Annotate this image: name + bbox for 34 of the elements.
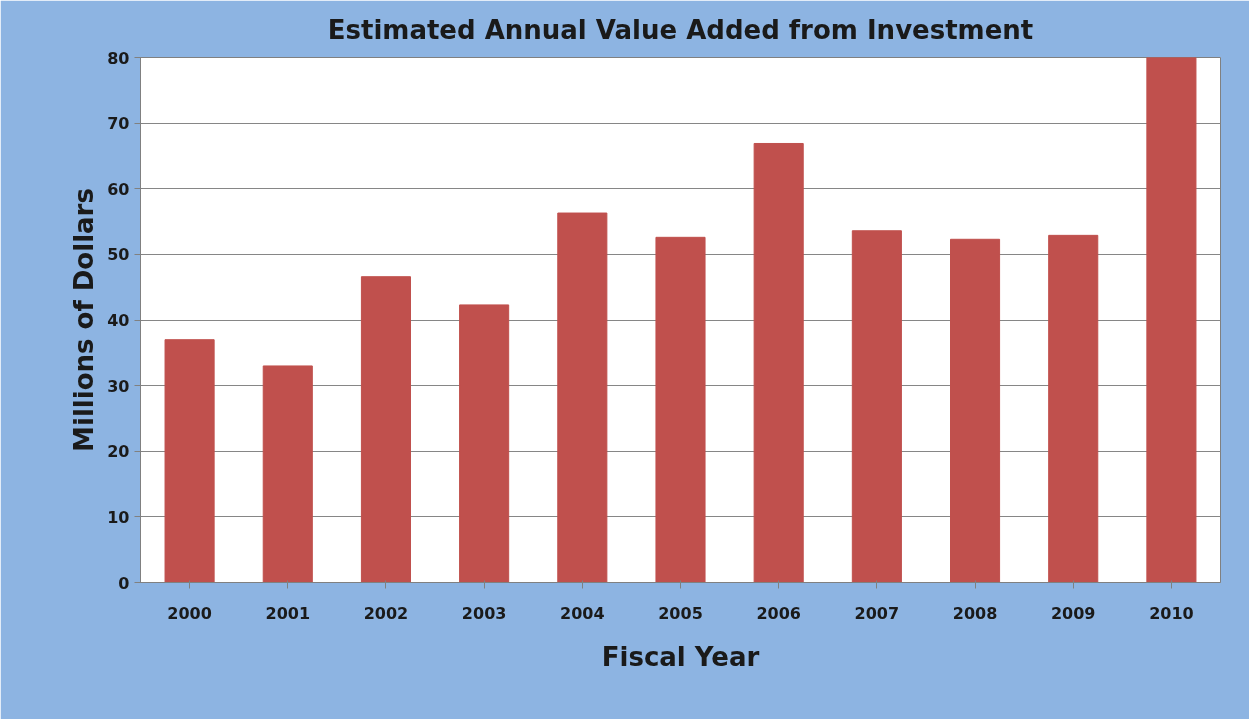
x-tick-label: 2003 [461, 603, 507, 623]
bar [753, 142, 804, 583]
x-tick-label: 2007 [854, 603, 900, 623]
x-tick-label: 2001 [265, 603, 311, 623]
y-tick-label: 80 [107, 48, 130, 68]
bar [262, 365, 313, 583]
y-tick-label: 70 [107, 114, 130, 134]
x-tick-label: 2010 [1149, 603, 1194, 623]
y-tick-label: 10 [107, 507, 130, 527]
x-tick-label: 2009 [1050, 603, 1096, 623]
y-tick-label: 20 [107, 442, 130, 462]
bar [459, 304, 510, 583]
bar [1146, 57, 1197, 583]
y-tick-label: 0 [118, 573, 130, 593]
y-tick-label: 50 [107, 245, 130, 265]
x-tick-label: 2004 [560, 603, 605, 623]
bar [655, 236, 706, 583]
y-tick-label: 40 [107, 311, 130, 330]
chart-title: Estimated Annual Value Added from Investment [327, 15, 1034, 45]
x-axis-title: Fiscal Year [601, 641, 760, 672]
bar [557, 212, 608, 583]
bar [950, 238, 1001, 583]
y-tick-label: 60 [107, 179, 130, 199]
x-tick-label: 2005 [658, 603, 703, 623]
bar [851, 230, 902, 583]
x-tick-label: 2008 [952, 603, 998, 623]
x-tick-label: 2000 [167, 603, 212, 623]
bar [360, 276, 411, 583]
bar [164, 339, 215, 583]
y-tick-label: 30 [107, 376, 130, 396]
bar [1048, 234, 1099, 583]
x-tick-label: 2002 [363, 603, 409, 623]
y-axis-title: Millions of Dollars [69, 188, 100, 452]
x-tick-label: 2006 [756, 603, 801, 623]
